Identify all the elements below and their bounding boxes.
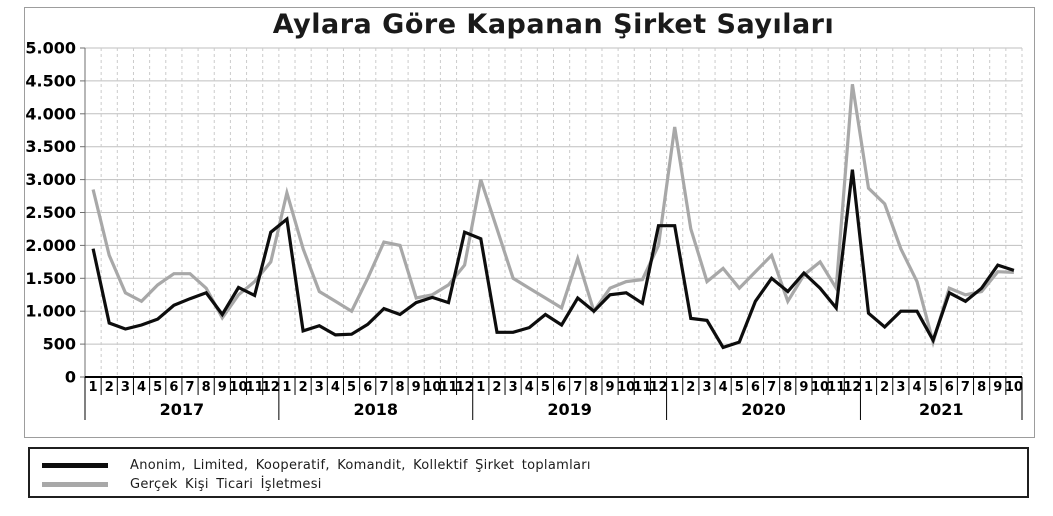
x-axis-month-label: 1 [282, 380, 291, 395]
x-axis-month-label: 9 [412, 380, 421, 395]
legend-item-companies: Anonim, Limited, Kooperatif, Komandit, K… [42, 457, 591, 473]
x-axis-month-label: 7 [379, 380, 388, 395]
x-axis-month-label: 7 [767, 380, 776, 395]
x-axis-month-label: 12 [262, 380, 280, 395]
x-axis-month-label: 5 [735, 380, 744, 395]
x-axis-month-label: 5 [153, 380, 162, 395]
x-axis-month-label: 8 [589, 380, 598, 395]
chart-title: Aylara Göre Kapanan Şirket Sayıları [272, 9, 835, 40]
x-axis-month-label: 9 [606, 380, 615, 395]
y-axis-tick-label: 0 [65, 368, 76, 387]
y-axis-tick-label: 3.500 [25, 137, 76, 156]
x-axis-month-label: 11 [246, 380, 264, 395]
x-axis-month-label: 4 [331, 380, 340, 395]
x-axis-month-label: 9 [799, 380, 808, 395]
x-axis-month-label: 7 [961, 380, 970, 395]
x-axis-month-label: 2 [880, 380, 889, 395]
x-axis-year-label: 2021 [919, 400, 964, 419]
x-axis-month-label: 2 [105, 380, 114, 395]
legend-line-swatch-black [42, 462, 108, 468]
legend-label-companies: Anonim, Limited, Kooperatif, Komandit, K… [130, 457, 591, 473]
x-axis-month-label: 3 [702, 380, 711, 395]
x-axis-month-label: 12 [649, 380, 667, 395]
x-axis-month-label: 6 [751, 380, 760, 395]
x-axis-month-label: 5 [541, 380, 550, 395]
legend-line-swatch-gray [42, 481, 108, 487]
x-axis-month-label: 3 [896, 380, 905, 395]
y-axis-tick-label: 2.000 [25, 236, 76, 255]
y-axis-tick-label: 3.000 [25, 170, 76, 189]
chart-frame [24, 7, 1035, 438]
x-axis-month-label: 2 [299, 380, 308, 395]
x-axis-month-label: 8 [783, 380, 792, 395]
x-axis-month-label: 1 [89, 380, 98, 395]
x-axis-month-label: 4 [912, 380, 921, 395]
y-axis-tick-label: 500 [43, 335, 76, 354]
x-axis-year-label: 2018 [354, 400, 399, 419]
x-axis-month-label: 5 [929, 380, 938, 395]
x-axis-month-label: 4 [525, 380, 534, 395]
x-axis-month-label: 5 [347, 380, 356, 395]
legend-item-sole-proprietorship: Gerçek Kişi Ticari İşletmesi [42, 476, 322, 492]
x-axis-month-label: 10 [229, 380, 247, 395]
chart-canvas: 0 500 1.000 1.500 2.000 2.500 3.000 3.500 4.000 4… [25, 39, 1023, 420]
x-axis-month-label: 11 [633, 380, 651, 395]
x-axis-month-label: 12 [456, 380, 474, 395]
x-axis-month-label: 6 [169, 380, 178, 395]
x-axis-month-label: 7 [573, 380, 582, 395]
x-axis-month-label: 3 [509, 380, 518, 395]
x-axis-month-label: 2 [686, 380, 695, 395]
x-axis-month-label: 1 [864, 380, 873, 395]
x-axis-month-label: 2 [492, 380, 501, 395]
x-axis-year-label: 2019 [547, 400, 592, 419]
x-axis-month-label: 10 [1005, 380, 1023, 395]
x-axis-month-label: 11 [439, 380, 457, 395]
y-axis-tick-label: 2.500 [25, 203, 76, 222]
x-axis-month-label: 11 [827, 380, 845, 395]
x-axis-month-label: 10 [423, 380, 441, 395]
x-axis-month-label: 4 [137, 380, 146, 395]
x-axis-month-label: 3 [121, 380, 130, 395]
x-axis-month-label: 9 [993, 380, 1002, 395]
x-axis-month-label: 4 [719, 380, 728, 395]
y-axis-tick-label: 1.500 [25, 269, 76, 288]
x-axis-month-label: 6 [557, 380, 566, 395]
y-axis-tick-label: 4.000 [25, 104, 76, 123]
x-axis-month-label: 1 [476, 380, 485, 395]
y-axis-tick-label: 1.000 [25, 302, 76, 321]
series-line-sirket-toplamlari [91, 169, 1015, 350]
y-axis-tick-label: 4.500 [25, 71, 76, 90]
gridlines: 0 500 1.000 1.500 2.000 2.500 3.000 3.500 4.000 4… [25, 39, 1023, 387]
x-axis-month-label: 1 [670, 380, 679, 395]
x-axis-month-label: 10 [811, 380, 829, 395]
y-axis-tick-label: 5.000 [25, 39, 76, 58]
x-axis-year-label: 2020 [741, 400, 786, 419]
x-axis-month-label: 7 [185, 380, 194, 395]
x-axis-month-label: 8 [977, 380, 986, 395]
x-axis-month-label: 10 [617, 380, 635, 395]
legend-label-sole-proprietorship: Gerçek Kişi Ticari İşletmesi [130, 476, 322, 492]
x-axis-month-label: 12 [843, 380, 861, 395]
x-axis-year-label: 2017 [160, 400, 205, 419]
series-line-gercek-kisi [91, 83, 1014, 348]
x-axis-month-label: 8 [396, 380, 405, 395]
legend: Anonim, Limited, Kooperatif, Komandit, K… [28, 447, 1029, 498]
x-axis-month-label: 3 [315, 380, 324, 395]
x-axis-month-label: 6 [945, 380, 954, 395]
x-axis-month-label: 9 [218, 380, 227, 395]
x-axis-month-label: 8 [202, 380, 211, 395]
x-axis-month-label: 6 [363, 380, 372, 395]
